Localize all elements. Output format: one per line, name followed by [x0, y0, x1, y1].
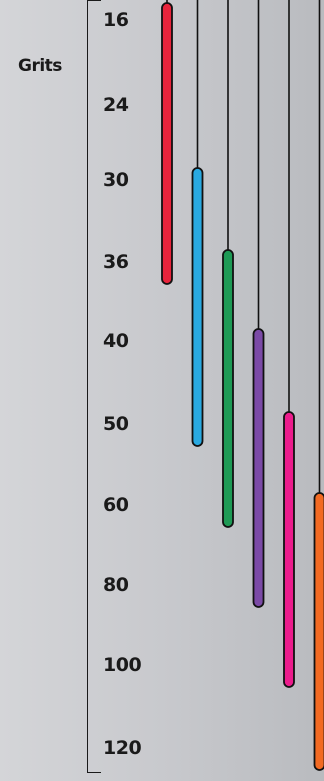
tick-label: 80	[103, 574, 129, 596]
range-bar	[252, 328, 265, 608]
tick-label: 50	[103, 413, 129, 435]
range-bar	[222, 249, 234, 528]
range-bar	[283, 411, 295, 688]
grit-range-bar	[313, 0, 324, 771]
tick-label: 60	[103, 494, 129, 516]
tick-label: 30	[103, 169, 129, 191]
tick-label: 24	[103, 94, 129, 116]
tick-label: 36	[103, 251, 129, 273]
range-bar	[161, 2, 173, 285]
grit-range-bar	[252, 0, 265, 608]
grit-range-bar	[283, 0, 295, 688]
range-bar	[191, 167, 204, 447]
grit-range-bar	[161, 0, 173, 285]
tick-label: 40	[103, 330, 129, 352]
tick-label: 100	[103, 654, 142, 676]
range-bar	[313, 492, 324, 771]
scale-bracket-top	[87, 0, 101, 1]
tick-label: 16	[103, 9, 129, 31]
grit-range-bar	[191, 0, 204, 447]
axis-title: Grits	[18, 56, 62, 76]
tick-label: 120	[103, 737, 142, 759]
grit-range-bar	[222, 0, 234, 528]
scale-bracket	[87, 0, 101, 773]
